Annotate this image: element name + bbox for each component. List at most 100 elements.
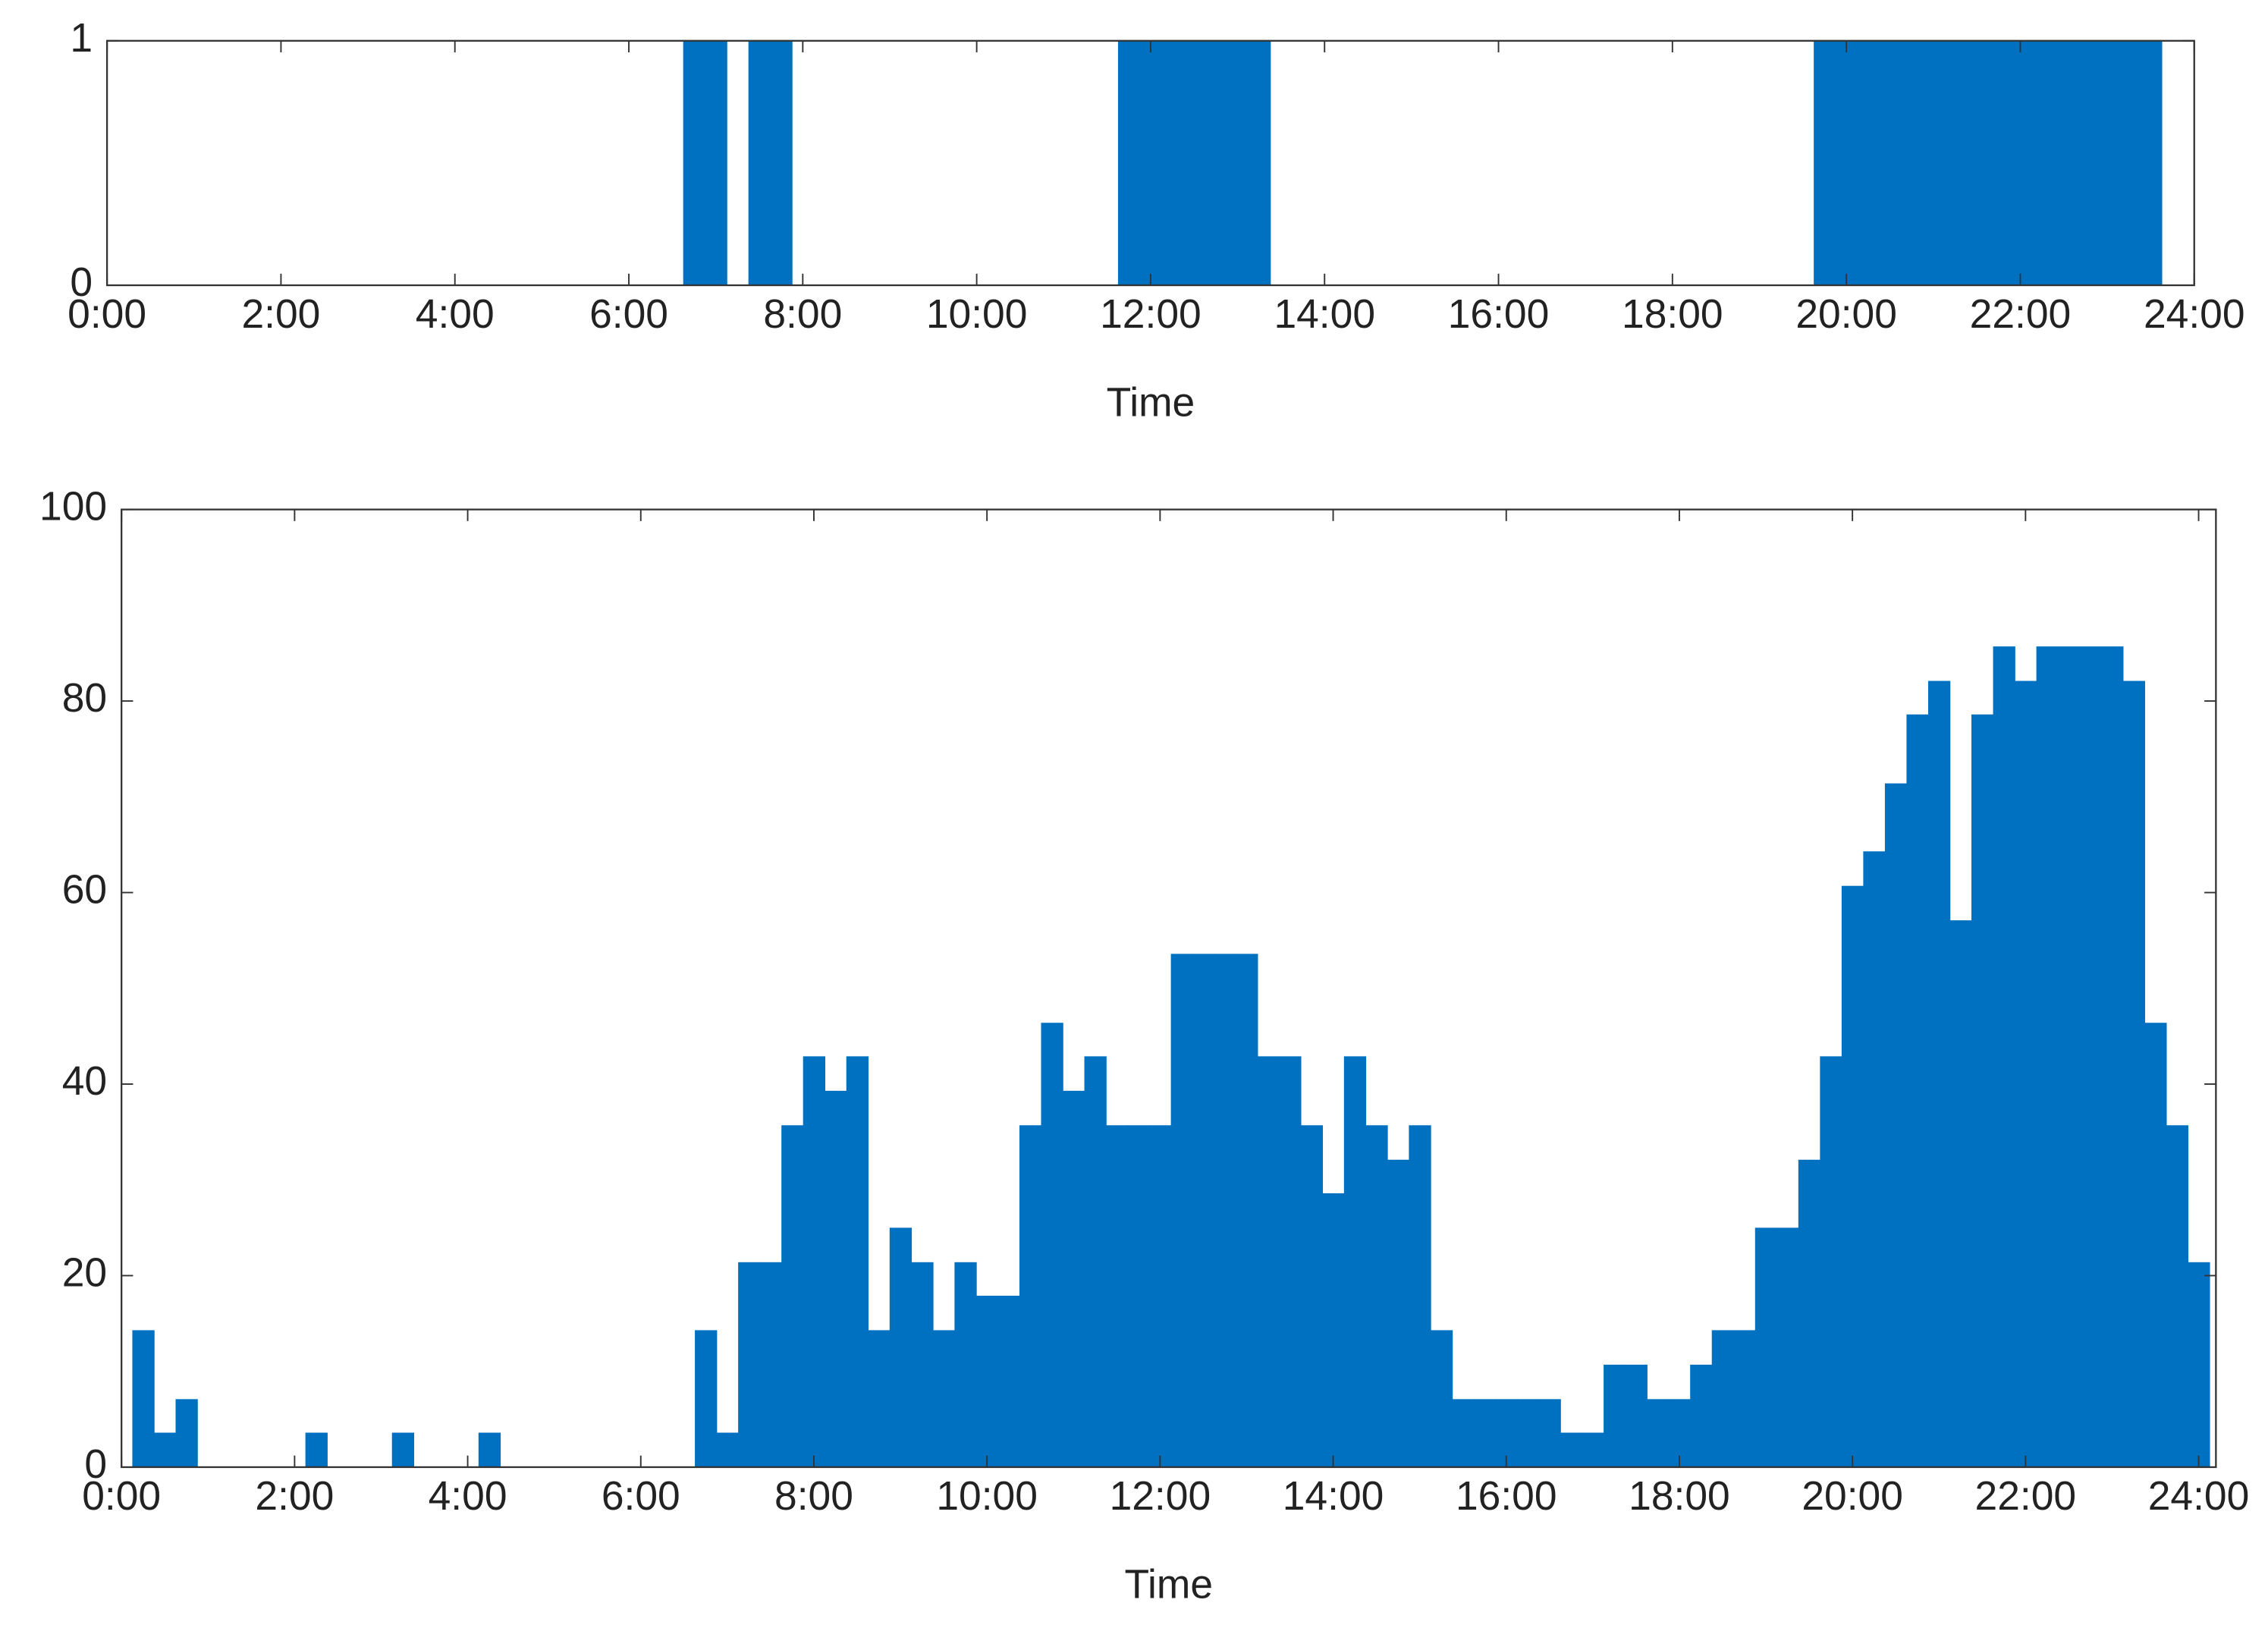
x-tick-label: 4:00 (429, 1474, 507, 1519)
x-tick-label: 18:00 (1622, 292, 1723, 337)
x-tick-label: 22:00 (1975, 1474, 2077, 1519)
axes-box (121, 508, 2217, 1469)
bar (1430, 1330, 1453, 1467)
bar (1711, 1330, 1735, 1467)
bar (2031, 40, 2054, 286)
bar (1879, 40, 1902, 286)
x-tick-label: 2:00 (241, 292, 320, 337)
bar (2140, 40, 2163, 286)
bar (391, 1432, 415, 1467)
y-tick-label: 0 (70, 260, 93, 305)
bar (1517, 1399, 1540, 1467)
x-tick-label: 0:00 (68, 292, 146, 337)
bar (1322, 1193, 1345, 1467)
bar (1149, 1125, 1172, 1467)
bar (2058, 646, 2081, 1467)
x-tick-label: 10:00 (926, 292, 1028, 337)
x-tick-label: 14:00 (1283, 1474, 1384, 1519)
bar (1754, 1227, 1778, 1467)
x-tick-label: 8:00 (774, 1474, 853, 1519)
x-tick-label: 8:00 (763, 292, 842, 337)
x-tick-label: 14:00 (1274, 292, 1375, 337)
bar (1835, 40, 1858, 286)
bar (1987, 40, 2010, 286)
y-tick-label: 40 (62, 1059, 107, 1104)
x-tick-label: 16:00 (1448, 292, 1550, 337)
bar (1949, 920, 1972, 1467)
bar (1733, 1330, 1756, 1467)
y-tick-label: 20 (62, 1251, 107, 1296)
bar (1884, 783, 1908, 1467)
bar (2166, 1125, 2189, 1467)
bar (932, 1330, 956, 1467)
bar (2015, 680, 2037, 1467)
bar (1863, 851, 1886, 1467)
bar (705, 40, 727, 286)
bar (825, 1090, 847, 1467)
bar (1604, 1364, 1626, 1467)
bar (738, 1262, 761, 1467)
bar (1625, 1364, 1648, 1467)
x-tick-label: 0:00 (82, 1474, 161, 1519)
bar (770, 40, 793, 286)
x-axis-label: Time (1107, 380, 1195, 425)
bar (1214, 954, 1236, 1467)
bar (889, 1227, 913, 1467)
bar (997, 1295, 1020, 1467)
bar (1452, 1399, 1475, 1467)
bar (683, 40, 706, 286)
bar (1900, 40, 1924, 286)
bar (1106, 1125, 1129, 1467)
bar (2053, 40, 2075, 286)
x-tick-label: 4:00 (416, 292, 495, 337)
bar (1993, 646, 2015, 1467)
bar (1192, 954, 1215, 1467)
x-tick-label: 20:00 (1802, 1474, 1903, 1519)
bar (1906, 714, 1929, 1467)
bar (1538, 1399, 1561, 1467)
bar (2075, 40, 2097, 286)
x-tick-label: 6:00 (589, 292, 668, 337)
x-tick-label: 24:00 (2148, 1474, 2250, 1519)
bar (2144, 1023, 2167, 1467)
bar (1922, 40, 1945, 286)
bar (1062, 1090, 1085, 1467)
bar (132, 1330, 155, 1467)
bar (1820, 1056, 1842, 1467)
bar (1139, 40, 1163, 286)
x-tick-label: 10:00 (936, 1474, 1038, 1519)
bar (1560, 1432, 1583, 1467)
bar (954, 1262, 977, 1467)
x-axis-label: Time (1124, 1562, 1213, 1607)
bar (478, 1432, 501, 1467)
bar (748, 40, 771, 286)
bar (1205, 40, 1228, 286)
bar (781, 1125, 804, 1467)
bar (1798, 1159, 1821, 1467)
bar (1944, 40, 1967, 286)
bar (1183, 40, 1206, 286)
bar (1257, 1056, 1280, 1467)
bar (911, 1262, 934, 1467)
bar (2079, 646, 2102, 1467)
bar (1776, 1227, 1799, 1467)
bar (695, 1330, 718, 1467)
bar (1473, 1399, 1497, 1467)
bar (2036, 646, 2059, 1467)
bar (1300, 1125, 1324, 1467)
bar (305, 1432, 328, 1467)
bar (153, 1432, 177, 1467)
bar (2009, 40, 2032, 286)
x-tick-label: 24:00 (2144, 292, 2245, 337)
bar (2096, 40, 2119, 286)
x-tick-label: 6:00 (602, 1474, 680, 1519)
y-tick-label: 100 (39, 485, 107, 530)
bar (1084, 1056, 1107, 1467)
y-tick-label: 0 (84, 1442, 107, 1487)
bar (2188, 1262, 2210, 1467)
bar (2101, 646, 2124, 1467)
bar (1857, 40, 1880, 286)
y-tick-label: 80 (62, 676, 107, 721)
bar (1279, 1056, 1302, 1467)
